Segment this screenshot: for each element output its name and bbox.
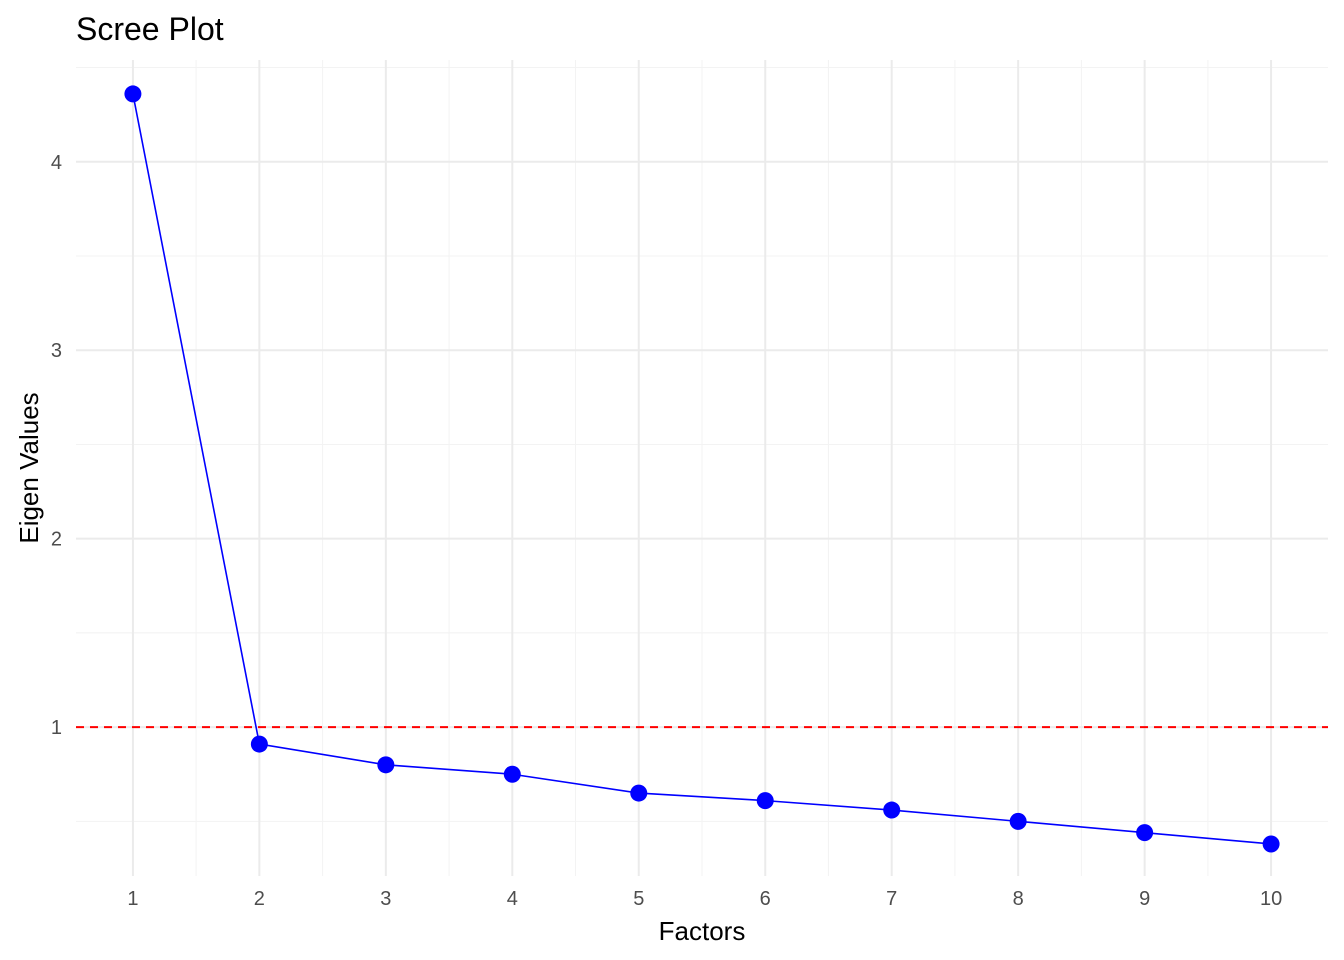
data-point [1009,812,1027,830]
y-tick-label: 3 [51,340,62,362]
data-point [883,801,901,819]
x-tick-label: 3 [380,888,391,910]
y-axis-title: Eigen Values [14,392,44,543]
chart-title: Scree Plot [76,11,224,47]
x-tick-label: 5 [633,888,644,910]
x-axis-title: Factors [659,916,746,946]
data-point [1136,824,1154,842]
series-line [132,93,1272,845]
x-tick-label: 4 [507,888,518,910]
data-point [630,784,648,802]
y-tick-label: 4 [51,152,62,174]
grid-layer [76,60,1328,876]
y-tick-label: 1 [51,717,62,739]
data-point [1262,835,1280,853]
x-tick-label: 9 [1139,888,1150,910]
data-point [124,85,142,103]
y-tick-label: 2 [51,529,62,551]
series-layer [124,85,1280,853]
x-tick-label: 7 [886,888,897,910]
x-tick-label: 2 [254,888,265,910]
x-tick-label: 6 [760,888,771,910]
tick-label-layer: 1 2 3 4 5 6 7 8 9 10 1 2 3 4 [51,152,1282,910]
data-point [377,756,395,774]
x-tick-label: 1 [127,888,138,910]
data-point [250,735,268,753]
data-point [503,765,521,783]
x-tick-label: 8 [1013,888,1024,910]
data-point [756,792,774,810]
x-tick-label: 10 [1260,888,1282,910]
